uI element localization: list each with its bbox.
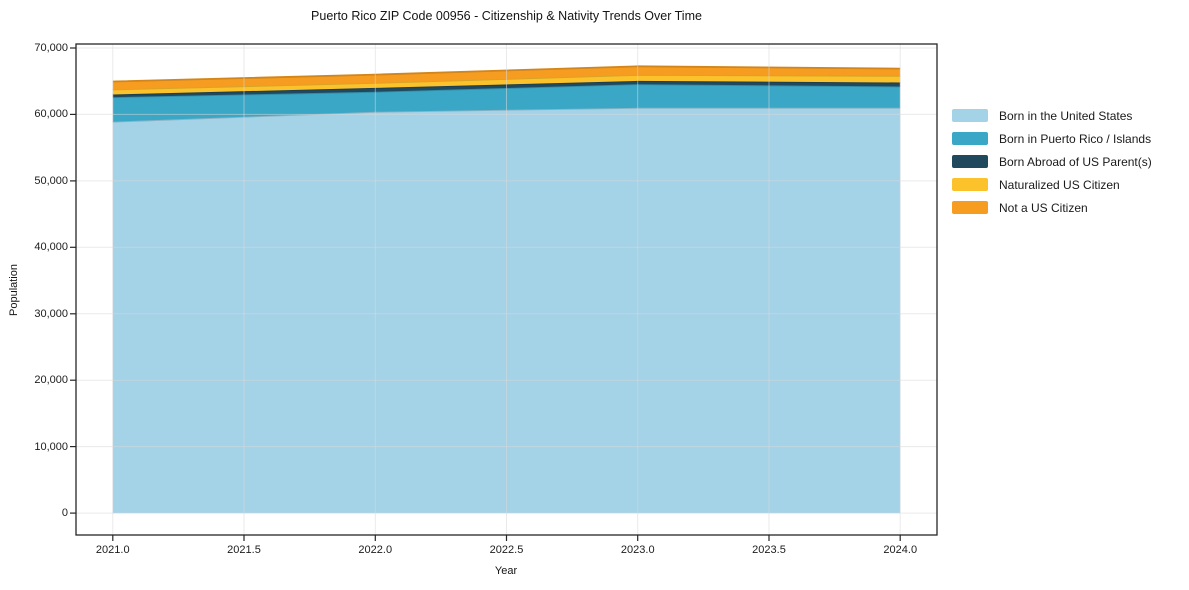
legend-item-label: Naturalized US Citizen [999,177,1120,192]
x-tick-label: 2021.0 [95,544,130,556]
legend-swatch-icon [952,132,988,145]
x-tick-label: 2023.5 [752,544,786,556]
legend-item-label: Born Abroad of US Parent(s) [999,154,1152,169]
y-tick-label: 20,000 [34,374,68,387]
y-tick-label: 30,000 [34,307,68,320]
x-tick-label: 2024.0 [883,544,918,556]
legend-item: Naturalized US Citizen [952,173,1152,196]
y-tick-label: 0 [61,507,68,520]
legend: Born in the United States Born in Puerto … [952,104,1152,219]
x-tick-label: 2023.0 [620,544,655,556]
stacked-area-2 [112,80,901,98]
y-tick-label: 60,000 [34,108,68,121]
legend-swatch-icon [952,201,988,214]
legend-swatch-icon [952,178,988,191]
chart-title: Puerto Rico ZIP Code 00956 - Citizenship… [311,9,702,23]
x-tick-label: 2022.0 [358,544,393,556]
y-tick-label: 40,000 [34,241,68,254]
y-tick-label: 70,000 [34,41,68,54]
legend-item: Not a US Citizen [952,196,1152,219]
x-tick-label: 2021.5 [227,544,261,556]
legend-item-label: Born in the United States [999,108,1133,123]
legend-item: Born in Puerto Rico / Islands [952,127,1152,150]
legend-item: Born in the United States [952,104,1152,127]
stacked-area-3 [112,74,901,95]
legend-item-label: Born in Puerto Rico / Islands [999,131,1152,146]
y-tick-label: 50,000 [34,174,68,187]
y-tick-label: 10,000 [34,440,68,453]
legend-swatch-icon [952,109,988,122]
legend-item-label: Not a US Citizen [999,200,1088,215]
x-tick-label: 2022.5 [489,544,524,556]
legend-item: Born Abroad of US Parent(s) [952,150,1152,173]
legend-swatch-icon [952,155,988,168]
x-axis-label: Year [494,565,518,577]
